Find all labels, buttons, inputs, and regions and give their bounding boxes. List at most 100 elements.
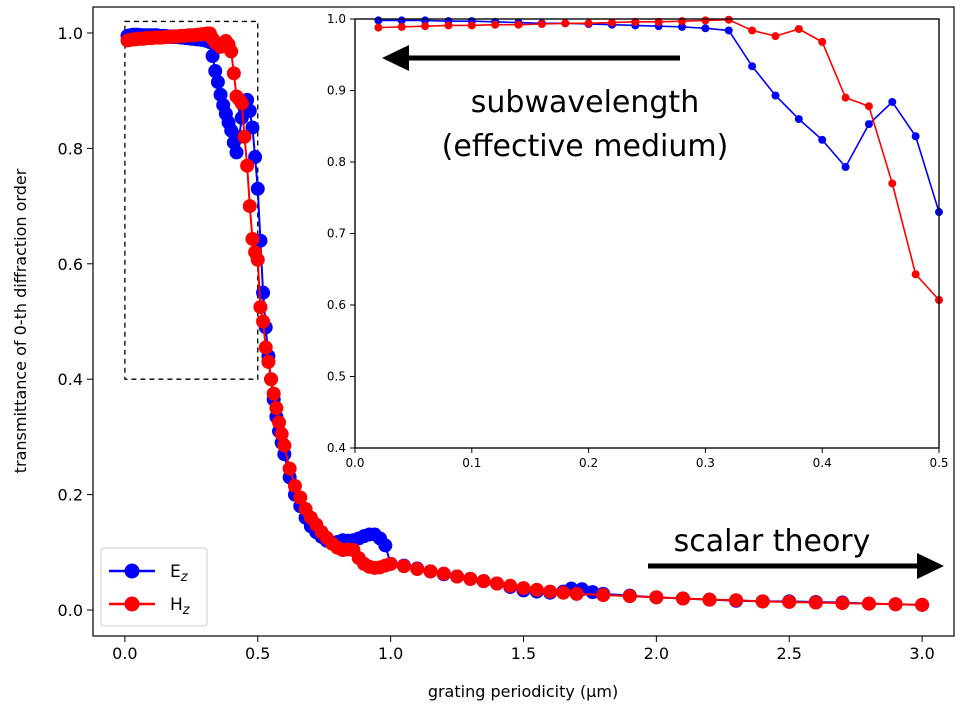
inset-data-point-hz <box>444 21 453 30</box>
inset-data-point-ez <box>911 132 920 141</box>
main-y-tick-label: 1.0 <box>58 24 83 43</box>
main-data-point-hz <box>861 596 876 611</box>
inset-x-tick-label: 0.3 <box>696 456 715 470</box>
main-data-point-hz <box>649 590 664 605</box>
legend-swatch-marker-ez <box>124 563 140 579</box>
legend-swatch-marker-hz <box>124 596 140 612</box>
inset-y-tick-label: 0.5 <box>327 370 346 384</box>
legend: Ez Hz <box>100 547 208 627</box>
main-data-point-hz <box>729 593 744 608</box>
main-x-tick-label: 1.5 <box>511 644 536 663</box>
inset-data-point-ez <box>888 97 897 106</box>
main-data-point-hz <box>226 66 241 81</box>
main-data-point-hz <box>529 582 544 597</box>
main-data-point-hz <box>240 158 255 173</box>
legend-label-hz-sub: z <box>182 603 191 618</box>
main-data-point-hz <box>476 574 491 589</box>
main-x-tick-label: 2.5 <box>777 644 802 663</box>
main-data-point-ez <box>378 538 393 553</box>
main-data-point-hz <box>755 594 770 609</box>
main-x-tick-label: 0.0 <box>112 644 137 663</box>
legend-label-ez-main: E <box>170 562 181 582</box>
main-data-point-hz <box>269 401 284 416</box>
main-data-point-hz <box>463 571 478 586</box>
inset-data-point-hz <box>678 17 687 26</box>
main-data-point-hz <box>277 438 292 453</box>
main-data-point-hz <box>702 592 717 607</box>
main-data-point-hz <box>256 314 271 329</box>
inset-data-point-hz <box>584 19 593 28</box>
inset-x-tick-label: 0.4 <box>813 456 832 470</box>
main-x-tick-label: 0.5 <box>245 644 270 663</box>
main-data-point-hz <box>915 597 930 612</box>
inset-data-point-hz <box>654 17 663 26</box>
inset-data-point-ez <box>724 26 733 35</box>
legend-label-hz-main: H <box>170 595 183 615</box>
legend-entry-hz: Hz <box>109 595 191 618</box>
subwavelength-label-line1: subwavelength <box>471 85 699 120</box>
main-y-tick-label: 0.2 <box>58 486 83 505</box>
main-x-tick-label: 1.0 <box>378 644 403 663</box>
inset-data-point-hz <box>701 16 710 25</box>
main-data-point-ez <box>208 64 223 79</box>
legend-entry-ez: Ez <box>109 562 189 585</box>
main-data-point-hz <box>569 586 584 601</box>
inset-frame-overlay <box>354 18 940 449</box>
main-data-point-hz <box>622 589 637 604</box>
inset-data-point-ez <box>701 24 710 33</box>
inset-data-point-ez <box>818 135 827 144</box>
main-data-point-hz <box>489 576 504 591</box>
main-y-ticks: 0.0 0.2 0.4 0.6 0.8 1.0 <box>58 24 93 620</box>
inset-data-point-hz <box>607 18 616 27</box>
scalar-theory-arrow-head <box>917 553 944 579</box>
main-data-point-hz <box>410 562 425 577</box>
inset-axes: 0.0 0.1 0.2 0.3 0.4 0.5 0.4 0.5 0.6 0.7 0.8 0.9 1.0 <box>327 12 949 470</box>
inset-data-point-ez <box>771 91 780 100</box>
main-data-point-hz <box>253 300 268 315</box>
main-y-tick-label: 0.0 <box>58 601 83 620</box>
main-data-point-hz <box>245 231 260 246</box>
main-data-point-hz <box>888 597 903 612</box>
inset-data-point-hz <box>888 179 897 188</box>
inset-data-point-hz <box>514 20 523 29</box>
main-y-tick-label: 0.6 <box>58 255 83 274</box>
inset-data-point-ez <box>794 115 803 124</box>
inset-data-point-ez <box>374 16 383 25</box>
inset-x-tick-label: 0.2 <box>579 456 598 470</box>
inset-y-tick-label: 0.6 <box>327 298 346 312</box>
main-data-point-hz <box>808 595 823 610</box>
main-data-point-hz <box>266 386 281 401</box>
subwavelength-annotation: subwavelength (effective medium) <box>382 45 728 164</box>
inset-data-point-ez <box>678 22 687 31</box>
subwavelength-label-line2: (effective medium) <box>442 129 729 164</box>
inset-data-point-ez <box>841 163 850 171</box>
main-data-point-hz <box>596 588 611 603</box>
main-data-point-ez <box>205 49 220 64</box>
main-data-point-hz <box>543 584 558 599</box>
inset-plot-frame <box>354 18 940 449</box>
main-data-point-hz <box>282 461 297 476</box>
inset-data-point-hz <box>374 23 383 32</box>
main-data-point-hz <box>556 585 571 600</box>
main-data-point-ez <box>210 75 225 90</box>
main-data-point-hz <box>423 564 438 579</box>
subwavelength-arrow-head <box>382 45 409 71</box>
main-x-ticks: 0.0 0.5 1.0 1.5 2.0 2.5 3.0 <box>112 636 935 663</box>
inset-y-tick-label: 0.8 <box>327 155 346 169</box>
inset-data-point-hz <box>467 21 476 30</box>
inset-data-point-hz <box>841 93 850 102</box>
legend-label-ez-sub: z <box>180 570 189 585</box>
inset-x-tick-label: 0.5 <box>929 456 948 470</box>
legend-label-hz: Hz <box>170 595 191 618</box>
main-data-point-hz <box>250 252 265 267</box>
inset-y-tick-label: 0.9 <box>327 84 346 98</box>
inset-data-point-hz <box>771 32 780 41</box>
inset-data-point-hz <box>748 26 757 35</box>
main-data-point-hz <box>264 372 279 387</box>
inset-data-point-hz <box>911 270 920 279</box>
legend-label-ez: Ez <box>170 562 189 585</box>
main-data-point-hz <box>503 578 518 593</box>
scalar-theory-label: scalar theory <box>674 524 871 559</box>
zoom-region-box <box>124 20 259 380</box>
inset-y-ticks: 0.4 0.5 0.6 0.7 0.8 0.9 1.0 <box>327 12 355 455</box>
